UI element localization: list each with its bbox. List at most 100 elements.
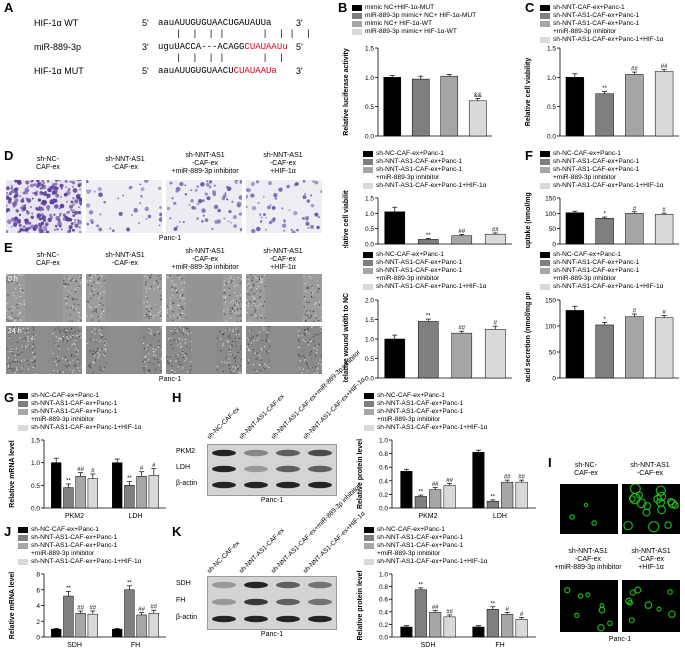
cell-texture <box>318 320 320 322</box>
cell-dot <box>49 215 53 220</box>
y-tick-label: 0 <box>36 635 40 642</box>
cell-texture <box>234 341 236 343</box>
cell-texture <box>70 336 72 338</box>
cell-texture <box>145 291 148 293</box>
cell-texture <box>24 347 26 349</box>
fluorescent-cell <box>667 589 673 595</box>
cell-texture <box>149 288 151 290</box>
cell-texture <box>9 362 11 364</box>
cell-texture <box>89 274 92 276</box>
cell-dot <box>38 224 42 228</box>
cell-texture <box>34 364 36 366</box>
significance-mark: * <box>603 317 606 323</box>
cell-texture <box>65 298 67 300</box>
cell-texture <box>253 302 255 305</box>
cell-texture <box>58 347 61 350</box>
cell-dot <box>103 200 106 204</box>
cell-dot <box>192 206 197 210</box>
cell-texture <box>311 292 314 294</box>
cell-texture <box>149 369 151 371</box>
cell-texture <box>13 361 15 363</box>
cell-texture <box>263 345 266 348</box>
cell-texture <box>99 349 101 351</box>
caption-i-1: sh-NC- CAF-ex <box>574 462 598 477</box>
cell-texture <box>6 319 8 321</box>
cell-dot <box>93 190 96 193</box>
cell-texture <box>151 307 153 309</box>
cell-dot <box>6 196 9 200</box>
cell-dot <box>227 220 230 223</box>
cell-texture <box>257 308 259 310</box>
cell-texture <box>228 363 230 365</box>
cell-texture <box>304 356 306 358</box>
y-tick-label: 150 <box>545 298 556 305</box>
cell-texture <box>71 297 73 299</box>
significance-mark: # <box>506 607 510 613</box>
cell-texture <box>153 363 155 365</box>
y-tick-label: 0.0 <box>379 506 388 513</box>
blot-k-label-fh: FH <box>176 597 186 604</box>
cell-texture <box>62 338 65 340</box>
cell-texture <box>19 370 21 373</box>
cell-texture <box>22 292 24 294</box>
cell-texture <box>100 316 102 318</box>
cell-texture <box>74 339 77 341</box>
cell-texture <box>145 283 147 286</box>
cell-texture <box>239 282 241 284</box>
cell-dot <box>291 230 296 233</box>
cell-texture <box>97 347 99 350</box>
cell-texture <box>100 275 103 277</box>
label-0h: 0 h <box>8 276 18 283</box>
group-label: LDH <box>493 513 507 520</box>
legend-d: sh-NC-CAF-ex+Panc-1 sh-NNT-AS1-CAF-ex+Pa… <box>363 150 528 190</box>
cell-dot <box>69 204 74 209</box>
cell-texture <box>99 293 101 295</box>
cell-dot <box>29 206 32 208</box>
cell-texture <box>148 310 150 313</box>
cell-texture <box>71 353 73 356</box>
significance-mark: ## <box>77 606 84 612</box>
cell-texture <box>187 371 189 373</box>
wound-gap <box>191 326 217 374</box>
y-tick-label: 1.5 <box>365 317 374 324</box>
cell-texture <box>266 336 268 338</box>
cell-texture <box>317 362 320 364</box>
y-tick-label: 1.5 <box>547 46 556 53</box>
cell-texture <box>239 294 241 296</box>
cell-texture <box>21 338 23 340</box>
cell-texture <box>57 340 60 342</box>
cell-texture <box>176 340 179 342</box>
cell-texture <box>160 317 162 319</box>
cell-texture <box>8 337 10 339</box>
cell-texture <box>224 313 226 315</box>
cell-texture <box>181 299 183 301</box>
y-tick-label: 0 <box>552 242 556 249</box>
bar <box>75 613 86 638</box>
cell-dot <box>67 188 71 191</box>
y-tick-label: 0.0 <box>365 134 374 141</box>
cell-dot <box>30 224 35 229</box>
cell-texture <box>56 356 59 358</box>
cell-texture <box>145 296 147 298</box>
cell-texture <box>90 280 93 282</box>
cell-texture <box>64 359 67 361</box>
cell-texture <box>99 366 101 368</box>
cell-texture <box>64 297 66 300</box>
caption-e-4: sh-NNT-AS1 -CAF-ex +HIF-1α <box>263 248 303 271</box>
cell-texture <box>220 338 222 340</box>
cell-texture <box>171 280 173 282</box>
cell-dot <box>86 180 89 184</box>
cell-texture <box>92 372 94 374</box>
cell-texture <box>247 359 250 361</box>
cell-dot <box>86 203 91 208</box>
cell-texture <box>57 337 60 339</box>
cell-texture <box>184 303 186 305</box>
cell-texture <box>16 369 18 371</box>
y-tick-label: 1.5 <box>365 196 374 203</box>
cell-texture <box>306 331 308 333</box>
cell-dot <box>46 205 51 210</box>
cell-texture <box>21 367 23 369</box>
cell-dot <box>39 227 43 232</box>
cell-texture <box>231 345 233 347</box>
